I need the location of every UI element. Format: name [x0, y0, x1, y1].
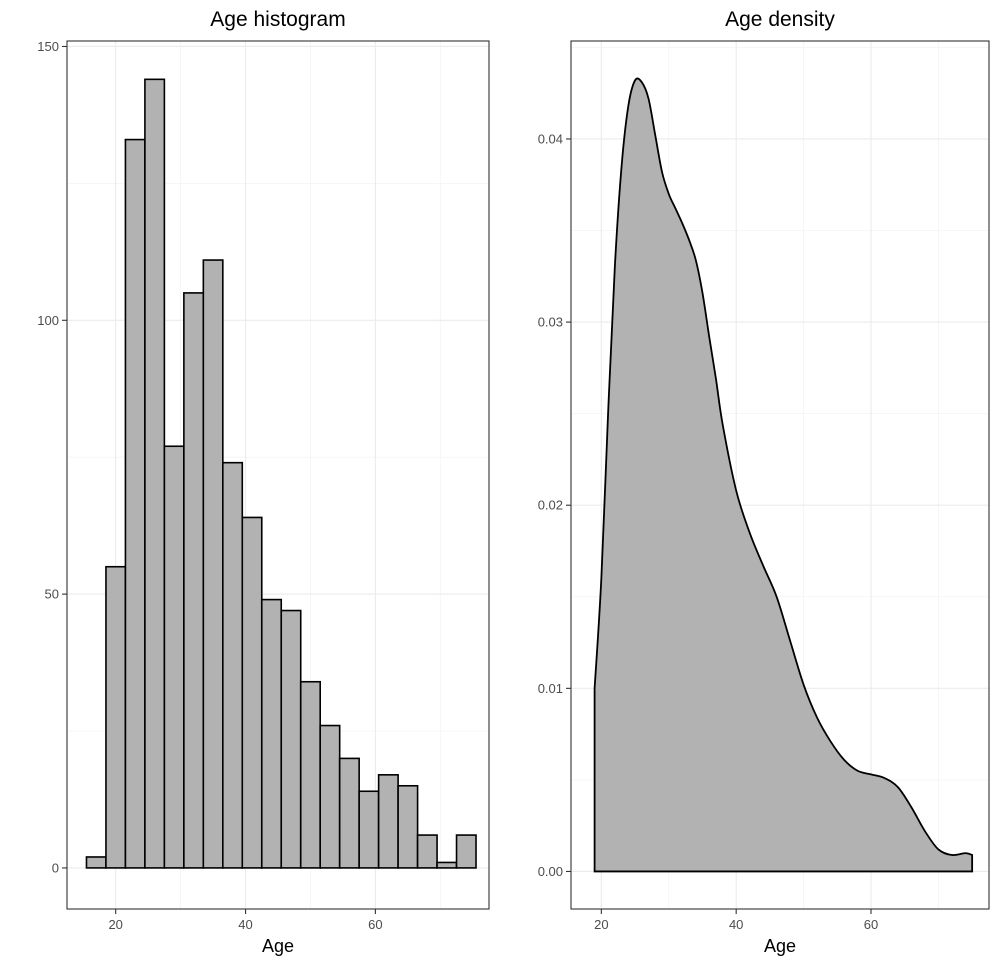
histogram-y-tick-label: 150 [37, 39, 59, 54]
histogram-bar [397, 784, 419, 869]
histogram-bar [85, 856, 107, 869]
density-title: Age density [725, 8, 835, 31]
histogram-bar [144, 78, 166, 869]
histogram-bar [436, 861, 458, 869]
histogram-bar [280, 609, 302, 869]
density-y-tick-label: 0.04 [538, 131, 563, 146]
density-y-tick-label: 0.03 [538, 315, 563, 330]
histogram-title: Age histogram [210, 8, 345, 31]
density-curve [593, 77, 974, 873]
density-x-tick-label: 20 [594, 917, 608, 932]
histogram-bar [202, 259, 224, 869]
histogram-y-tick-label: 0 [52, 860, 59, 875]
density-y-tick-label: 0.01 [538, 681, 563, 696]
density-x-tick-label: 40 [729, 917, 743, 932]
histogram-bar [222, 461, 244, 869]
histogram-panel: 0 50 100 150 20 40 60 Age histogram Age [37, 8, 490, 956]
histogram-x-axis-label: Age [262, 936, 294, 956]
histogram-bar [416, 834, 438, 869]
histogram-bar [105, 565, 127, 869]
density-panel: 0.00 0.01 0.02 0.03 0.04 20 40 60 Age density Age [538, 8, 990, 956]
histogram-y-tick-label: 50 [45, 587, 59, 602]
histogram-bar [338, 757, 360, 869]
histogram-x-tick-label: 60 [368, 917, 382, 932]
histogram-bar [358, 790, 380, 869]
histogram-bar [260, 598, 283, 869]
density-y-tick-label: 0.00 [538, 864, 563, 879]
histogram-bar [455, 834, 477, 869]
density-y-tick-label: 0.02 [538, 498, 563, 513]
histogram-y-tick-label: 100 [37, 313, 59, 328]
histogram-x-tick-label: 40 [238, 917, 252, 932]
density-panel-border [570, 40, 990, 910]
histogram-bar [183, 292, 205, 869]
histogram-bar [377, 774, 399, 869]
histogram-panel-border [66, 40, 490, 910]
histogram-bar [124, 138, 146, 869]
density-x-axis-label: Age [764, 936, 796, 956]
histogram-bar [299, 680, 322, 869]
histogram-bar [163, 445, 185, 869]
histogram-x-tick-label: 20 [108, 917, 122, 932]
histogram-bar [319, 724, 341, 869]
histogram-bar [241, 516, 263, 869]
density-x-tick-label: 60 [864, 917, 878, 932]
